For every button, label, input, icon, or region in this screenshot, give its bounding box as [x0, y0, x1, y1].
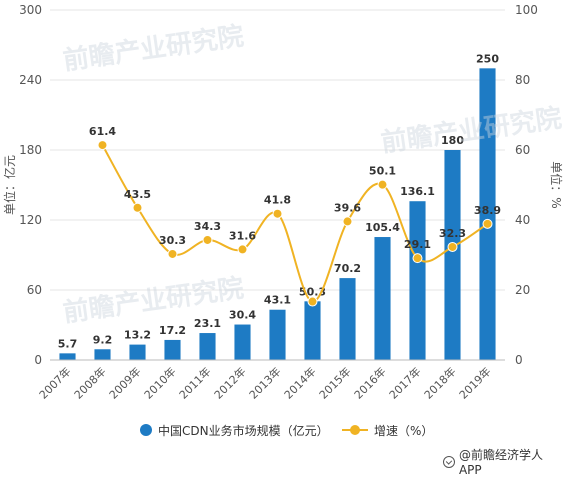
bar [129, 344, 146, 360]
x-tick-label: 2008年 [71, 364, 108, 401]
line-point [307, 296, 318, 307]
right-tick-label: 0 [515, 353, 523, 367]
bar-value-label: 70.2 [334, 262, 361, 275]
line-point [97, 140, 108, 151]
bar [94, 349, 111, 360]
bar [409, 201, 426, 360]
legend-item-bar[interactable]: 中国CDN业务市场规模（亿元） [140, 418, 329, 442]
bar-value-label: 9.2 [93, 333, 113, 346]
bar-value-label: 180 [441, 134, 464, 147]
line-value-label: 41.8 [264, 194, 291, 207]
x-tick-label: 2017年 [386, 364, 423, 401]
line-point [272, 208, 283, 219]
legend: 中国CDN业务市场规模（亿元） 增速（%） [0, 418, 565, 442]
left-tick-label: 240 [19, 73, 42, 87]
chart: 0 60 120 180 240 300 0 20 40 60 80 100 单位：亿元 单位：% 5.7 9… [2, 3, 564, 402]
x-tick-label: 2007年 [36, 364, 73, 401]
left-tick-label: 0 [34, 353, 42, 367]
line-point [202, 234, 213, 245]
line-point [342, 216, 353, 227]
bar [479, 68, 496, 360]
left-tick-label: 180 [19, 143, 42, 157]
line-value-label: 43.5 [124, 188, 151, 201]
line-point [237, 244, 248, 255]
bar-value-label: 30.4 [229, 309, 256, 322]
x-tick-label: 2015年 [316, 364, 353, 401]
line-value-label: 30.3 [159, 234, 186, 247]
line-value-label: 50.1 [369, 165, 396, 178]
left-tick-label: 120 [19, 213, 42, 227]
bar-value-label: 43.1 [264, 294, 291, 307]
bar-value-label: 17.2 [159, 324, 186, 337]
right-tick-label: 80 [515, 73, 530, 87]
left-axis-title: 单位：亿元 [2, 155, 17, 215]
line-point [377, 179, 388, 190]
legend-bar-label: 中国CDN业务市场规模（亿元） [158, 423, 329, 438]
x-tick-label: 2016年 [351, 364, 388, 401]
right-axis-title: 单位：% [549, 161, 564, 208]
line-point [482, 218, 493, 229]
bar-value-label: 105.4 [365, 221, 400, 234]
right-tick-label: 60 [515, 143, 530, 157]
source-credit: @前瞻经济学人APP [443, 446, 565, 477]
source-text: @前瞻经济学人APP [458, 448, 543, 477]
line-value-label: 31.6 [229, 229, 256, 242]
bar-value-label: 5.7 [58, 337, 78, 350]
x-tick-label: 2014年 [281, 364, 318, 401]
line-value-label: 38.9 [474, 204, 501, 217]
line-value-label: 32.3 [439, 227, 466, 240]
verified-icon [443, 455, 455, 468]
chart-canvas: 0 60 120 180 240 300 0 20 40 60 80 100 单位：亿元 单位：% 5.7 9… [2, 3, 564, 402]
line-point [167, 248, 178, 259]
line-value-label: 29.1 [404, 238, 431, 251]
bar [444, 150, 461, 360]
bar-value-label: 136.1 [400, 185, 435, 198]
line-value-label: 39.6 [334, 201, 361, 214]
x-tick-label: 2018年 [421, 364, 458, 401]
right-tick-label: 40 [515, 213, 530, 227]
line-series-swatch [342, 424, 368, 436]
bar-value-label: 250 [476, 52, 499, 65]
right-tick-label: 20 [515, 283, 530, 297]
bar-series-swatch [140, 424, 152, 436]
x-tick-label: 2009年 [106, 364, 143, 401]
bar [374, 237, 391, 360]
x-tick-label: 2019年 [456, 364, 493, 401]
legend-item-line[interactable]: 增速（%） [342, 418, 433, 442]
line-point [447, 241, 458, 252]
bar [199, 333, 216, 360]
line-point [412, 253, 423, 264]
bar-value-label: 23.1 [194, 317, 221, 330]
x-tick-label: 2012年 [211, 364, 248, 401]
bar [164, 339, 181, 360]
left-tick-label: 60 [27, 283, 42, 297]
line-point [132, 202, 143, 213]
bar [304, 301, 321, 360]
bar [269, 309, 286, 360]
legend-line-label: 增速（%） [374, 423, 434, 438]
x-tick-label: 2013年 [246, 364, 283, 401]
x-tick-label: 2011年 [176, 364, 213, 401]
left-tick-label: 300 [19, 3, 42, 17]
bar [59, 353, 76, 360]
bar [234, 324, 251, 360]
bar-value-label: 13.2 [124, 329, 151, 342]
line-value-label: 34.3 [194, 220, 221, 233]
x-tick-label: 2010年 [141, 364, 178, 401]
line-value-label: 61.4 [89, 125, 116, 138]
bar [339, 278, 356, 360]
right-tick-label: 100 [515, 3, 538, 17]
